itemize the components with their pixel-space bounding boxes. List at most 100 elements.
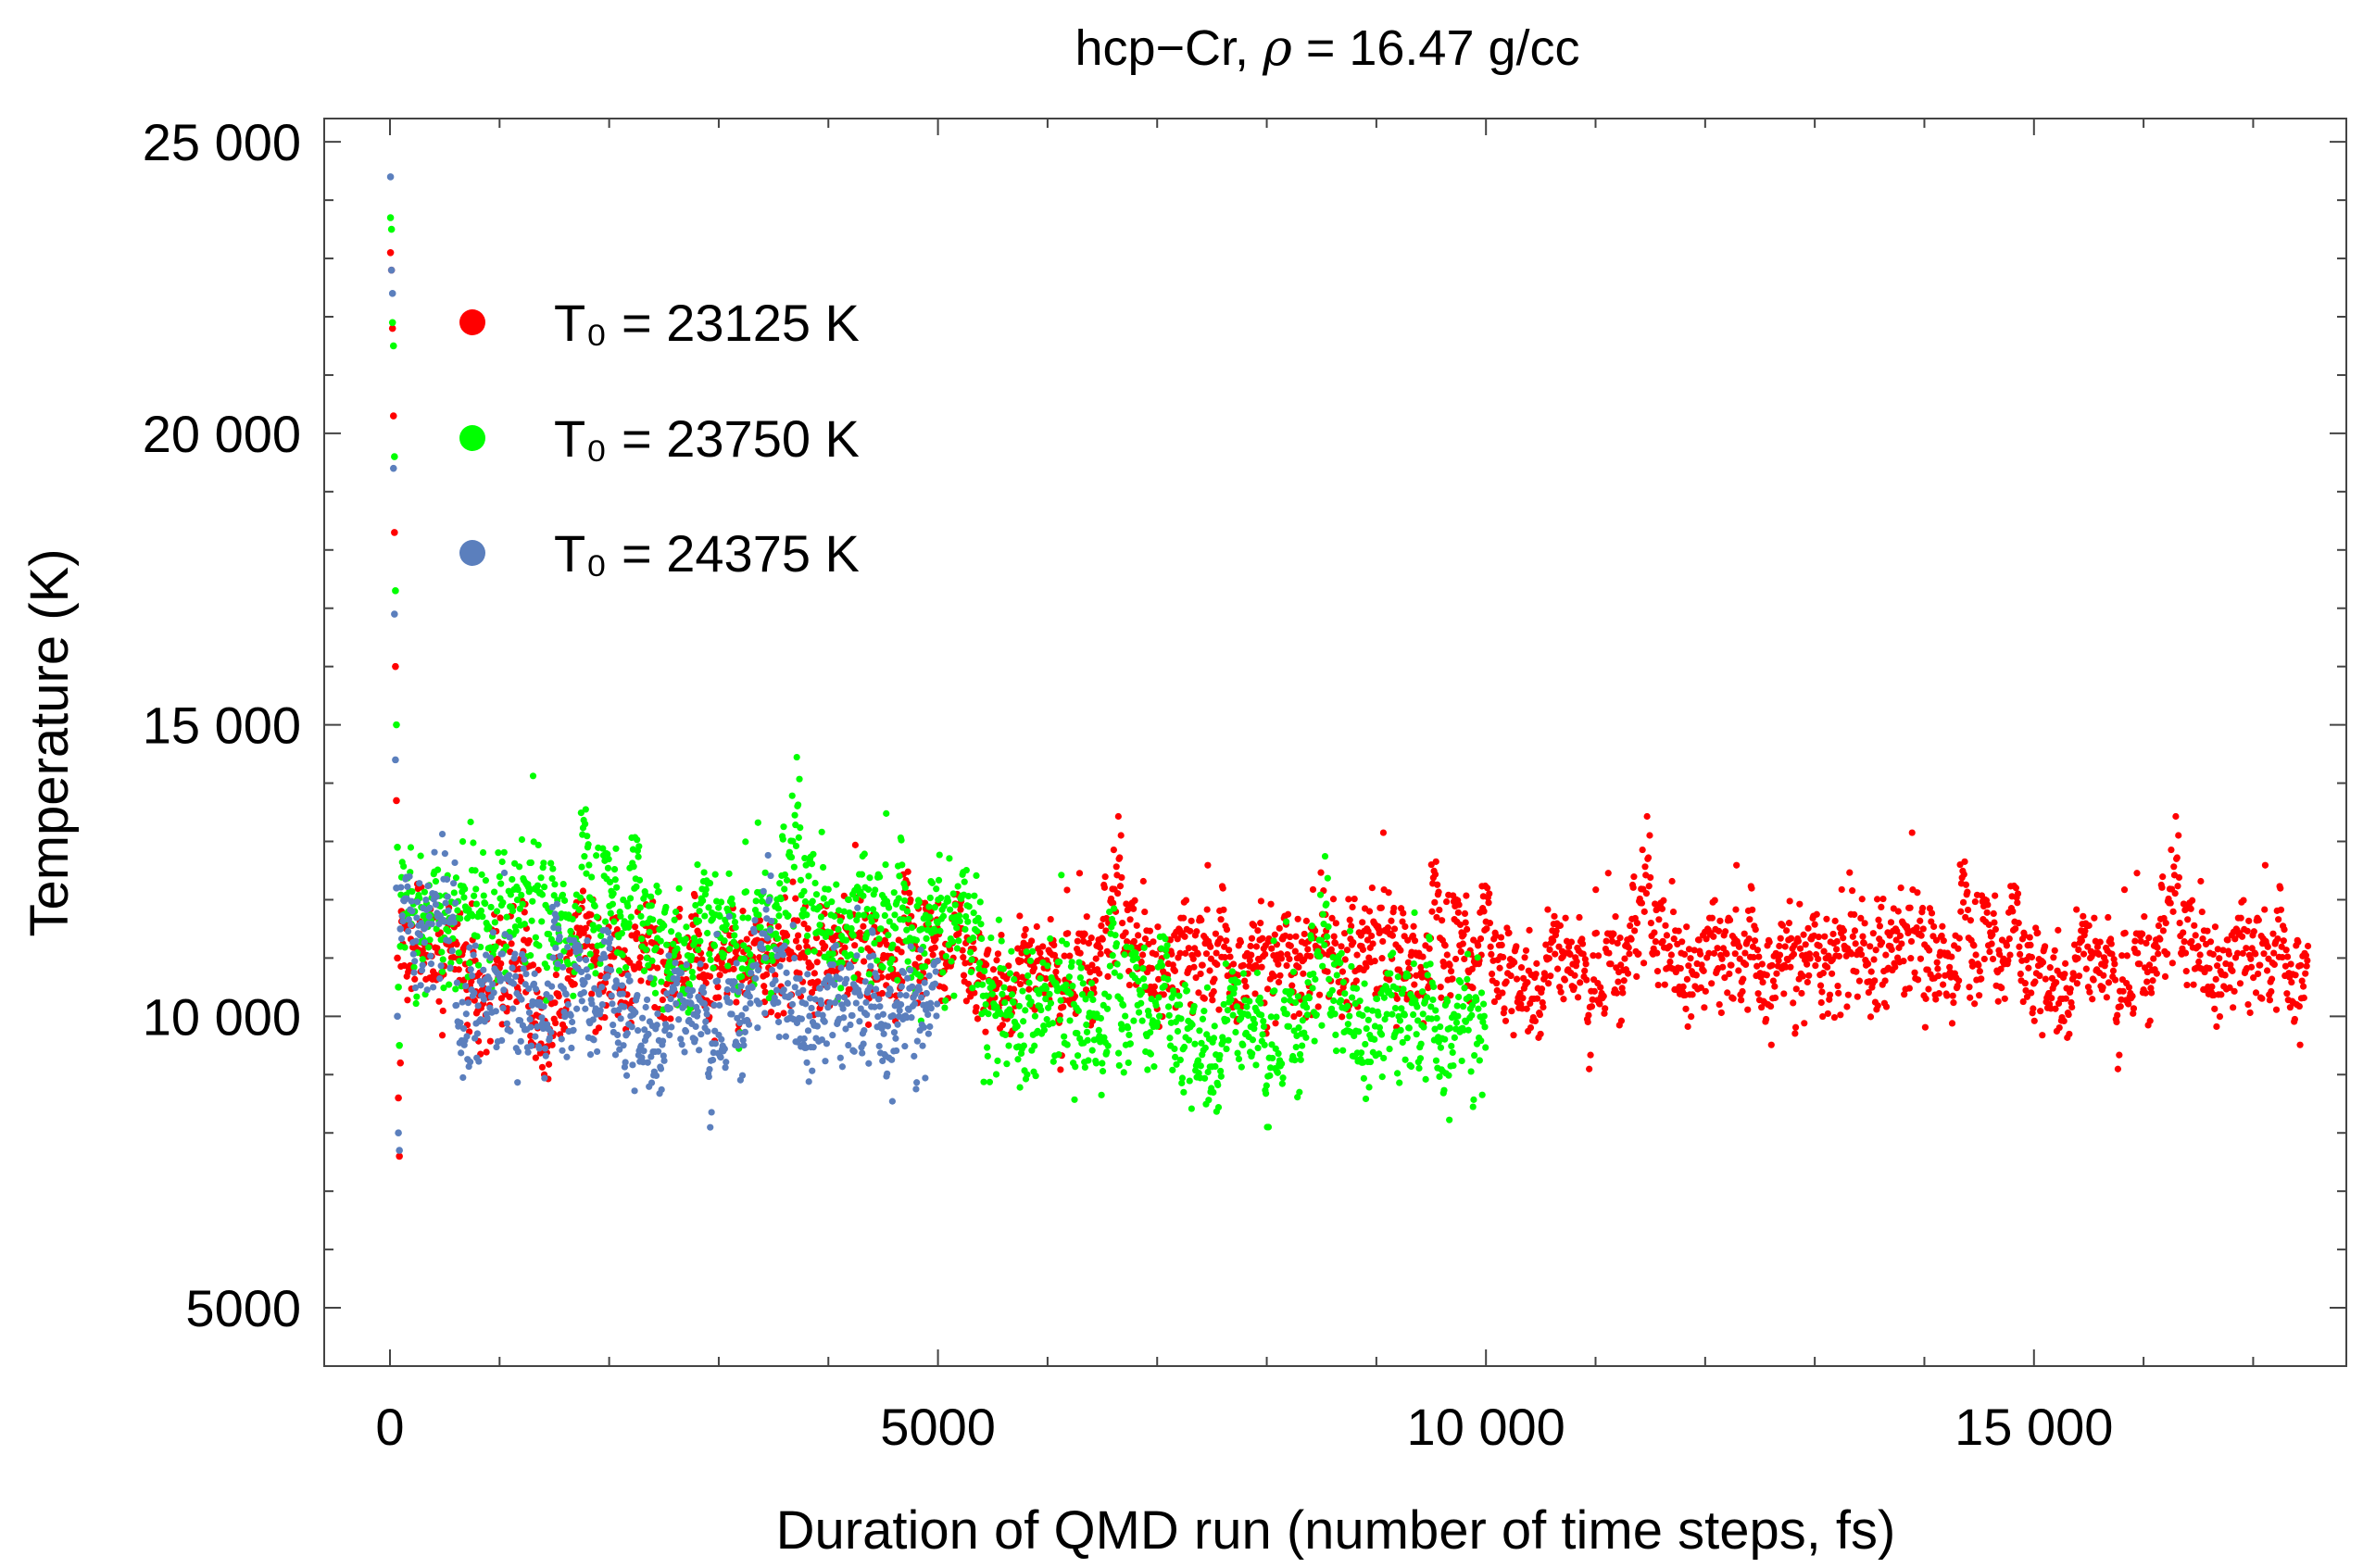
data-point: [427, 952, 434, 960]
data-point: [483, 1048, 490, 1056]
data-point: [1948, 953, 1955, 960]
data-point: [1685, 946, 1693, 953]
data-point: [1471, 1051, 1478, 1060]
data-point: [1076, 973, 1085, 982]
data-point: [630, 863, 637, 871]
data-point: [1647, 919, 1654, 927]
data-point: [1312, 975, 1319, 983]
data-point: [808, 860, 816, 868]
data-point: [1848, 950, 1855, 958]
data-point: [552, 971, 559, 979]
data-point: [792, 842, 800, 850]
data-point: [652, 944, 660, 952]
data-point: [1176, 1001, 1184, 1009]
data-point: [422, 897, 430, 904]
data-point: [1377, 1031, 1386, 1038]
data-point: [499, 1004, 507, 1012]
data-point: [1162, 935, 1169, 943]
data-point: [1531, 1017, 1540, 1025]
data-point: [2183, 981, 2191, 989]
data-point: [386, 248, 395, 257]
data-point: [2304, 942, 2312, 950]
data-point: [1646, 832, 1653, 839]
scatter-layer: [386, 173, 2312, 1160]
data-point: [1624, 970, 1632, 977]
data-point: [1191, 1040, 1199, 1047]
data-point: [1176, 1056, 1184, 1064]
data-point: [785, 912, 792, 920]
data-point: [1213, 949, 1220, 957]
data-point: [1477, 935, 1485, 943]
data-point: [1099, 935, 1106, 943]
data-point: [710, 964, 717, 972]
data-point: [1350, 938, 1357, 947]
data-point: [970, 909, 977, 917]
data-point: [907, 896, 914, 904]
data-point: [1701, 1004, 1708, 1011]
data-point: [2225, 950, 2232, 958]
data-point: [2153, 970, 2160, 977]
data-point: [1507, 972, 1515, 980]
data-point: [817, 913, 825, 921]
data-point: [392, 662, 399, 671]
data-point: [582, 1005, 589, 1012]
data-point: [2109, 967, 2118, 974]
data-point: [2175, 832, 2182, 839]
data-point: [808, 989, 816, 997]
data-point: [1692, 972, 1700, 979]
data-point: [419, 961, 426, 969]
data-point: [548, 1041, 556, 1048]
data-point: [1888, 946, 1895, 953]
data-point: [511, 950, 519, 958]
data-point: [439, 956, 446, 963]
data-point: [1177, 1015, 1185, 1022]
data-point: [1031, 1012, 1039, 1020]
data-point: [1840, 927, 1847, 935]
data-point: [497, 880, 505, 887]
data-point: [962, 866, 970, 874]
data-point: [636, 904, 644, 911]
data-point: [1217, 916, 1225, 923]
data-point: [1661, 981, 1668, 988]
data-point: [1966, 984, 1973, 991]
data-point: [978, 935, 986, 943]
data-point: [1147, 1029, 1154, 1036]
data-point: [613, 926, 621, 934]
data-point: [1169, 1066, 1176, 1073]
data-point: [1411, 937, 1419, 945]
data-point: [653, 882, 660, 890]
data-point: [879, 963, 886, 972]
data-point: [1976, 968, 1983, 975]
data-point: [2155, 950, 2162, 958]
data-point: [1457, 947, 1464, 956]
data-point: [1469, 1103, 1477, 1110]
data-point: [1922, 995, 1929, 1002]
data-point: [658, 1085, 665, 1094]
data-point: [1378, 955, 1386, 962]
data-point: [2247, 963, 2256, 971]
data-point: [645, 1030, 652, 1038]
data-point: [1573, 958, 1580, 965]
data-point: [652, 1072, 660, 1080]
data-point: [1228, 968, 1236, 975]
data-point: [1234, 972, 1242, 979]
data-point: [393, 797, 400, 805]
data-point: [1802, 941, 1809, 948]
data-point: [622, 1059, 629, 1066]
data-point: [1448, 1042, 1455, 1050]
data-point: [1241, 977, 1249, 985]
data-point: [542, 1052, 549, 1060]
data-point: [1203, 984, 1212, 991]
data-point: [983, 1044, 991, 1051]
data-point: [1388, 991, 1395, 998]
data-point: [596, 991, 603, 998]
data-point: [590, 1036, 597, 1044]
data-point: [573, 1005, 581, 1012]
data-point: [1653, 968, 1662, 975]
data-point: [454, 907, 461, 914]
data-point: [637, 977, 645, 985]
data-point: [1287, 942, 1294, 949]
data-point: [878, 973, 886, 981]
data-point: [1464, 950, 1472, 958]
data-point: [2014, 890, 2022, 897]
